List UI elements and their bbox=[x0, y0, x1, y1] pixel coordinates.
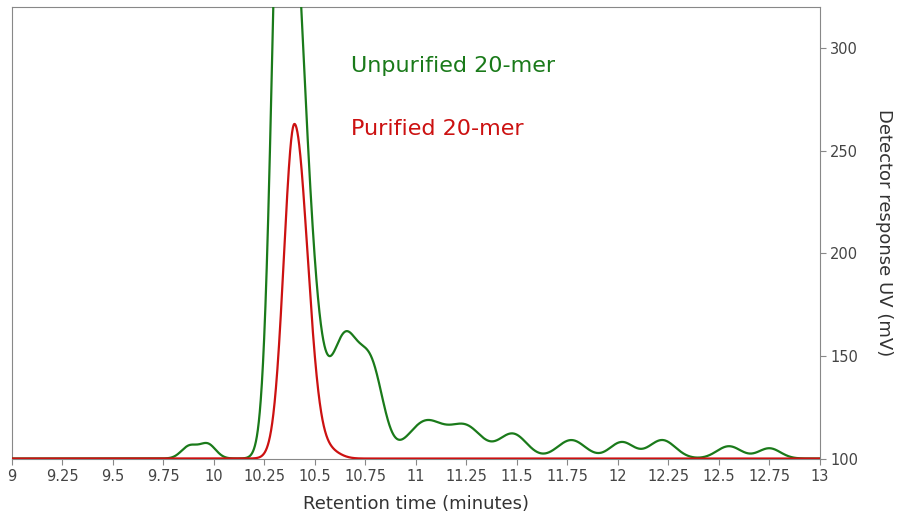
X-axis label: Retention time (minutes): Retention time (minutes) bbox=[302, 495, 528, 513]
Text: Unpurified 20-mer: Unpurified 20-mer bbox=[351, 56, 555, 75]
Text: Purified 20-mer: Purified 20-mer bbox=[351, 119, 524, 139]
Y-axis label: Detector response UV (mV): Detector response UV (mV) bbox=[875, 109, 893, 356]
